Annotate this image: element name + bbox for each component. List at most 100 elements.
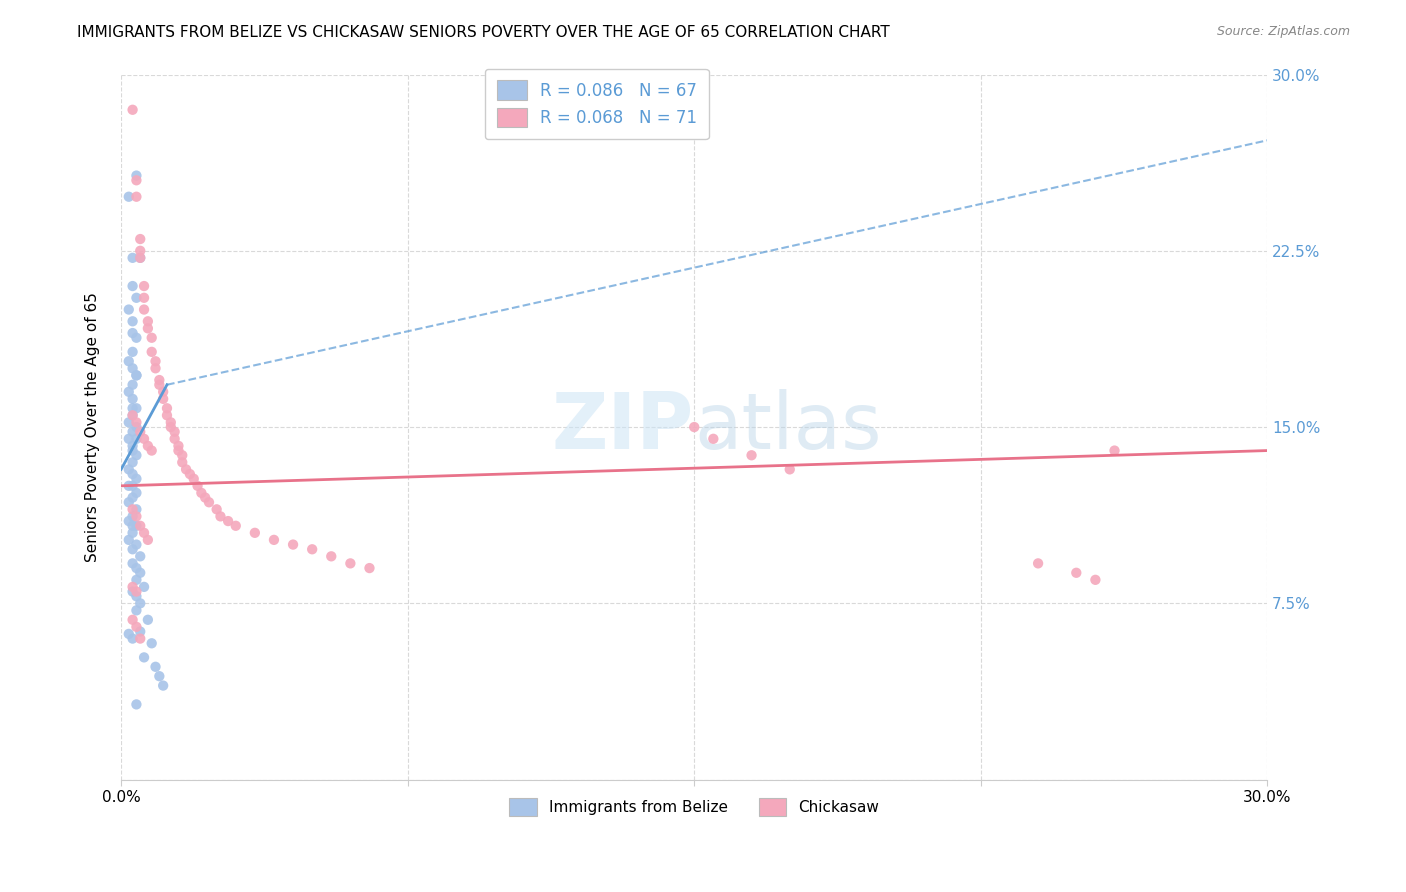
Point <box>132 525 155 540</box>
Point <box>125 368 148 383</box>
Point <box>121 314 143 328</box>
Point <box>125 368 148 383</box>
Point <box>129 425 152 439</box>
Point <box>121 479 143 493</box>
Point <box>125 518 148 533</box>
Point <box>121 344 143 359</box>
Text: Source: ZipAtlas.com: Source: ZipAtlas.com <box>1216 25 1350 38</box>
Point <box>125 509 148 524</box>
Point <box>121 557 143 571</box>
Point <box>136 314 159 328</box>
Point <box>321 549 343 564</box>
Point <box>741 448 763 462</box>
Point <box>118 302 141 317</box>
Point <box>1104 443 1126 458</box>
Point <box>163 432 186 446</box>
Point <box>121 467 143 481</box>
Point <box>129 596 152 610</box>
Point <box>118 479 141 493</box>
Point <box>141 636 163 650</box>
Point <box>167 439 190 453</box>
Point <box>125 698 148 712</box>
Point <box>118 495 141 509</box>
Point <box>125 190 148 204</box>
Point <box>198 495 221 509</box>
Point <box>187 479 209 493</box>
Point <box>121 491 143 505</box>
Point <box>179 467 201 481</box>
Point <box>136 439 159 453</box>
Point <box>125 538 148 552</box>
Point <box>121 439 143 453</box>
Point <box>136 321 159 335</box>
Point <box>141 331 163 345</box>
Point <box>121 584 143 599</box>
Point <box>125 173 148 187</box>
Point <box>121 392 143 406</box>
Text: ZIP: ZIP <box>553 389 695 465</box>
Point <box>183 472 205 486</box>
Point <box>125 169 148 183</box>
Point <box>152 392 174 406</box>
Point <box>243 525 266 540</box>
Point <box>129 232 152 246</box>
Point <box>132 650 155 665</box>
Point <box>118 190 141 204</box>
Point <box>121 361 143 376</box>
Point <box>121 409 143 423</box>
Point <box>129 251 152 265</box>
Y-axis label: Seniors Poverty Over the Age of 65: Seniors Poverty Over the Age of 65 <box>86 292 100 562</box>
Point <box>194 491 217 505</box>
Point <box>118 416 141 430</box>
Point <box>125 401 148 416</box>
Text: IMMIGRANTS FROM BELIZE VS CHICKASAW SENIORS POVERTY OVER THE AGE OF 65 CORRELATI: IMMIGRANTS FROM BELIZE VS CHICKASAW SENI… <box>77 25 890 40</box>
Point <box>118 462 141 476</box>
Point <box>121 377 143 392</box>
Point <box>125 432 148 446</box>
Point <box>125 603 148 617</box>
Point <box>125 584 148 599</box>
Point <box>132 279 155 293</box>
Point <box>167 443 190 458</box>
Point <box>125 620 148 634</box>
Point <box>118 533 141 547</box>
Point <box>125 561 148 575</box>
Point <box>141 443 163 458</box>
Point <box>217 514 239 528</box>
Point <box>281 538 304 552</box>
Text: atlas: atlas <box>695 389 882 465</box>
Point <box>156 401 179 416</box>
Point <box>136 533 159 547</box>
Point <box>121 632 143 646</box>
Point <box>121 401 143 416</box>
Point <box>129 566 152 580</box>
Point <box>121 251 143 265</box>
Point <box>125 331 148 345</box>
Legend: Immigrants from Belize, Chickasaw: Immigrants from Belize, Chickasaw <box>501 789 889 825</box>
Point <box>683 420 706 434</box>
Point <box>148 669 170 683</box>
Point <box>172 448 194 462</box>
Point <box>118 354 141 368</box>
Point <box>121 326 143 340</box>
Point <box>156 409 179 423</box>
Point <box>132 302 155 317</box>
Point <box>121 455 143 469</box>
Point <box>163 425 186 439</box>
Point <box>118 514 141 528</box>
Point <box>121 613 143 627</box>
Point <box>174 462 197 476</box>
Point <box>121 509 143 524</box>
Point <box>263 533 285 547</box>
Point <box>125 291 148 305</box>
Point <box>129 549 152 564</box>
Point <box>121 525 143 540</box>
Point <box>136 613 159 627</box>
Point <box>148 377 170 392</box>
Point <box>121 518 143 533</box>
Point <box>152 679 174 693</box>
Point <box>145 660 167 674</box>
Point <box>125 448 148 462</box>
Point <box>129 518 152 533</box>
Point <box>125 502 148 516</box>
